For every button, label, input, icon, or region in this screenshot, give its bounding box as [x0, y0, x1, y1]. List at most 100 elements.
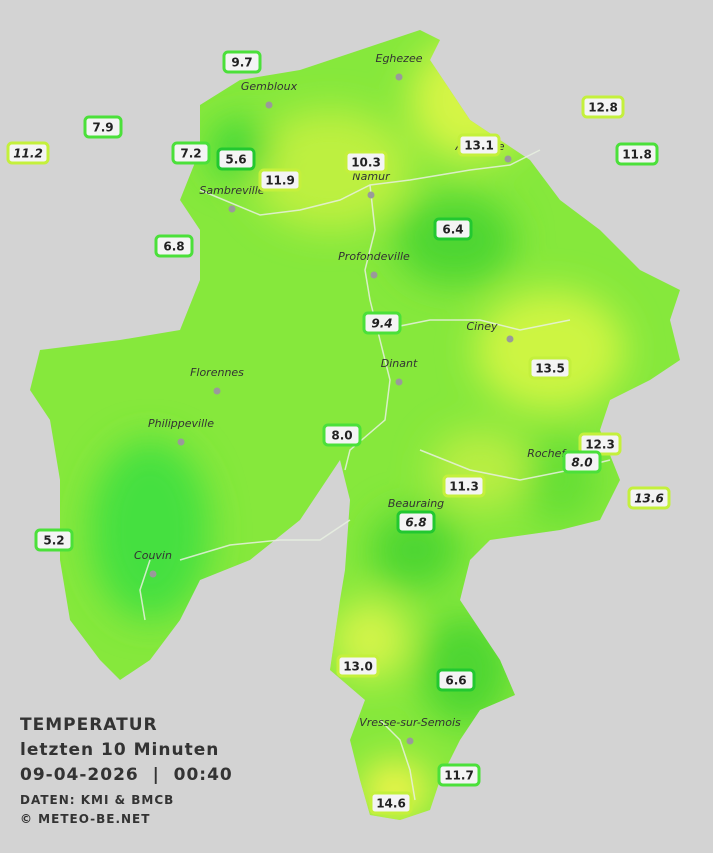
station-box — [528, 356, 572, 380]
town-label: Florennes — [190, 366, 244, 379]
town-dot — [406, 737, 414, 745]
station: 13.0 — [336, 654, 380, 678]
town-label: Couvin — [134, 549, 172, 562]
station: 8.0 — [322, 423, 362, 447]
station-box — [6, 141, 50, 165]
station: 11.2 — [6, 141, 50, 165]
town-label: Philippeville — [148, 417, 214, 430]
town-dot — [395, 378, 403, 386]
town-label: Ciney — [467, 320, 498, 333]
station: 11.7 — [437, 763, 481, 787]
station-value: 13.5 — [535, 362, 565, 376]
station-box — [154, 234, 194, 258]
town-dot — [265, 101, 273, 109]
station: 7.2 — [171, 141, 211, 165]
station: 11.9 — [258, 168, 302, 192]
station-value: 6.8 — [405, 516, 426, 530]
station-box — [437, 763, 481, 787]
legend-title: TEMPERATUR — [20, 715, 158, 735]
station-box — [615, 142, 659, 166]
legend-copyright: © METEO-BE.NET — [20, 812, 150, 826]
station-value: 5.2 — [43, 534, 64, 548]
station-value: 5.6 — [225, 153, 246, 167]
station: 7.9 — [83, 115, 123, 139]
station-box — [258, 168, 302, 192]
station: 13.5 — [528, 356, 572, 380]
town-dot — [395, 73, 403, 81]
station-value: 6.6 — [445, 674, 466, 688]
station-value: 7.2 — [180, 147, 201, 161]
town-label: Beauraing — [388, 497, 444, 510]
station: 9.7 — [222, 50, 262, 74]
town-label: Eghezee — [376, 52, 423, 65]
legend-period: letzten 10 Minuten — [20, 740, 219, 760]
station-box — [436, 668, 476, 692]
station-box — [562, 450, 602, 474]
station: 10.3 — [344, 150, 388, 174]
station-value: 10.3 — [351, 156, 381, 170]
town-dot — [228, 205, 236, 213]
station: 6.6 — [436, 668, 476, 692]
station-value: 13.0 — [343, 660, 373, 674]
legend-datetime: 09-04-2026 | 00:40 — [20, 765, 233, 785]
station: 8.0 — [562, 450, 602, 474]
station-box — [581, 95, 625, 119]
station: 13.1 — [457, 133, 501, 157]
station-value: 8.0 — [331, 429, 352, 443]
station: 6.8 — [154, 234, 194, 258]
town-label: Dinant — [381, 357, 418, 370]
station: 9.4 — [362, 311, 402, 335]
station-box — [344, 150, 388, 174]
legend: TEMPERATUR letzten 10 Minuten 09-04-2026… — [20, 715, 233, 826]
town-dot — [370, 271, 378, 279]
station-box — [336, 654, 380, 678]
station-value: 7.9 — [92, 121, 113, 135]
station-value: 8.0 — [571, 456, 592, 470]
town-dot — [177, 438, 185, 446]
station-box — [362, 311, 402, 335]
station: 11.8 — [615, 142, 659, 166]
station-value: 12.8 — [588, 101, 618, 115]
station-value: 13.6 — [634, 492, 664, 506]
station-value: 14.6 — [376, 797, 406, 811]
station-value: 9.4 — [371, 317, 392, 331]
town-label: Vresse-sur-Semois — [359, 716, 461, 729]
station: 12.8 — [581, 95, 625, 119]
legend-source: DATEN: KMI & BMCB — [20, 793, 174, 807]
station-value: 6.8 — [163, 240, 184, 254]
station: 13.6 — [627, 486, 671, 510]
town-dot — [213, 387, 221, 395]
station: 11.3 — [442, 474, 486, 498]
station: 6.4 — [433, 217, 473, 241]
station-value: 13.1 — [464, 139, 494, 153]
station: 14.6 — [369, 791, 413, 815]
town-dot — [506, 335, 514, 343]
station-value: 11.3 — [449, 480, 479, 494]
station-box — [457, 133, 501, 157]
station-value: 12.3 — [585, 438, 615, 452]
station-box — [433, 217, 473, 241]
station-box — [222, 50, 262, 74]
station: 5.6 — [216, 147, 256, 171]
station-box — [396, 510, 436, 534]
station: 6.8 — [396, 510, 436, 534]
station-value: 11.9 — [265, 174, 295, 188]
station-box — [34, 528, 74, 552]
station-value: 11.8 — [622, 148, 652, 162]
town-dot — [149, 570, 157, 578]
station-box — [322, 423, 362, 447]
town-dot — [504, 155, 512, 163]
station-value: 11.2 — [13, 147, 43, 161]
station-box — [442, 474, 486, 498]
station-value: 6.4 — [442, 223, 463, 237]
town-label: Gembloux — [241, 80, 298, 93]
town-dot — [367, 191, 375, 199]
town-label: Sambreville — [199, 184, 264, 197]
station-value: 11.7 — [444, 769, 474, 783]
station-box — [171, 141, 211, 165]
station-box — [369, 791, 413, 815]
station-box — [83, 115, 123, 139]
station-box — [216, 147, 256, 171]
station-value: 9.7 — [231, 56, 252, 70]
